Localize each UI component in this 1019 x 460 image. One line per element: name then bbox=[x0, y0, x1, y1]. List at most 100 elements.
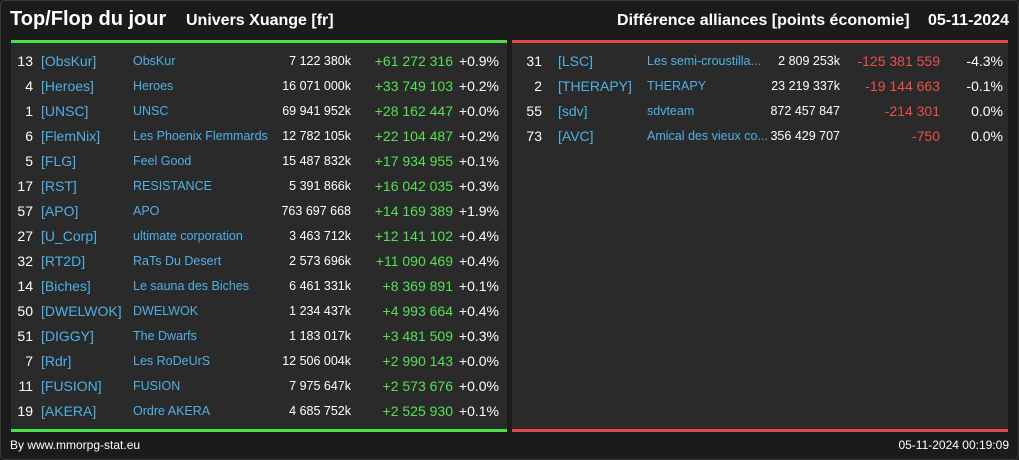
percent-cell: +0.2% bbox=[458, 128, 499, 144]
diff-cell: +2 990 143 bbox=[382, 353, 453, 369]
alliance-name-link[interactable]: Les RoDeUrS bbox=[133, 354, 211, 368]
points-cell: 69 941 952k bbox=[282, 104, 351, 118]
rank-cell: 13 bbox=[17, 53, 33, 69]
alliance-name-link[interactable]: Les Phoenix Flemmards bbox=[133, 129, 268, 143]
alliance-tag-link[interactable]: [RST] bbox=[41, 178, 77, 194]
rank-cell: 6 bbox=[25, 128, 33, 144]
alliance-tag-link[interactable]: [APO] bbox=[41, 203, 79, 219]
alliance-tag-link[interactable]: [AKERA] bbox=[41, 403, 97, 419]
table-row: 73 [AVC] Amical des vieux co... 356 429 707… bbox=[512, 124, 1008, 149]
alliance-name-link[interactable]: Heroes bbox=[133, 79, 174, 93]
rank-cell: 5 bbox=[25, 153, 33, 169]
diff-cell: +17 934 955 bbox=[374, 153, 453, 169]
diff-cell: +3 481 509 bbox=[382, 328, 453, 344]
alliance-name-link[interactable]: The Dwarfs bbox=[133, 329, 197, 343]
diff-cell: +28 162 447 bbox=[374, 103, 453, 119]
table-row: 7 [Rdr] Les RoDeUrS 12 506 004k +2 990 143 +0… bbox=[11, 349, 507, 374]
footer-timestamp: 05-11-2024 00:19:09 bbox=[898, 438, 1009, 452]
rank-cell: 50 bbox=[17, 303, 33, 319]
percent-cell: -4.3% bbox=[966, 53, 1003, 69]
diff-cell: -19 144 663 bbox=[865, 78, 940, 94]
rank-cell: 32 bbox=[17, 253, 33, 269]
alliance-name-link[interactable]: Amical des vieux co... bbox=[647, 129, 768, 143]
alliance-tag-link[interactable]: [FUSION] bbox=[41, 378, 102, 394]
alliance-tag-link[interactable]: [DWELWOK] bbox=[41, 303, 122, 319]
table-row: 13 [ObsKur] ObsKur 7 122 380k +61 272 316 +0.… bbox=[11, 49, 507, 74]
alliance-tag-link[interactable]: [FlemNix] bbox=[41, 128, 101, 144]
table-row: 27 [U_Corp] ultimate corporation 3 463 712k… bbox=[11, 224, 507, 249]
alliance-tag-link[interactable]: [Biches] bbox=[41, 278, 91, 294]
rank-cell: 17 bbox=[17, 178, 33, 194]
percent-cell: +0.0% bbox=[458, 103, 499, 119]
alliance-tag-link[interactable]: [THERAPY] bbox=[558, 78, 632, 94]
header-date: 05-11-2024 bbox=[928, 12, 1009, 29]
diff-cell: +4 993 664 bbox=[382, 303, 453, 319]
header: Top/Flop du jour Univers Xuange [fr] Dif… bbox=[10, 6, 1009, 36]
diff-cell: +11 090 469 bbox=[375, 253, 453, 269]
alliance-tag-link[interactable]: [FLG] bbox=[41, 153, 77, 169]
alliance-tag-link[interactable]: [Rdr] bbox=[41, 353, 72, 369]
alliance-tag-link[interactable]: [DIGGY] bbox=[41, 328, 94, 344]
points-cell: 4 685 752k bbox=[289, 404, 351, 418]
table-row: 50 [DWELWOK] DWELWOK 1 234 437k +4 993 664 +0… bbox=[11, 299, 507, 324]
points-cell: 12 506 004k bbox=[282, 354, 351, 368]
alliance-name-link[interactable]: ultimate corporation bbox=[133, 229, 243, 243]
alliance-tag-link[interactable]: [Heroes] bbox=[41, 78, 94, 94]
percent-cell: 0.0% bbox=[971, 128, 1003, 144]
alliance-name-link[interactable]: THERAPY bbox=[647, 79, 707, 93]
alliance-name-link[interactable]: ObsKur bbox=[133, 54, 176, 68]
table-row: 6 [FlemNix] Les Phoenix Flemmards 12 782 10… bbox=[11, 124, 507, 149]
alliance-name-link[interactable]: Ordre AKERA bbox=[133, 404, 211, 418]
diff-cell: +2 573 676 bbox=[382, 378, 453, 394]
percent-cell: +1.9% bbox=[458, 203, 499, 219]
alliance-name-link[interactable]: Les semi-croustilla... bbox=[647, 54, 761, 68]
rank-cell: 31 bbox=[526, 53, 542, 69]
alliance-tag-link[interactable]: [RT2D] bbox=[41, 253, 86, 269]
alliance-tag-link[interactable]: [U_Corp] bbox=[41, 228, 98, 244]
rank-cell: 55 bbox=[526, 103, 542, 119]
rank-cell: 7 bbox=[25, 353, 33, 369]
alliance-name-link[interactable]: UNSC bbox=[133, 104, 169, 118]
alliance-name-link[interactable]: FUSION bbox=[133, 379, 181, 393]
alliance-tag-link[interactable]: [AVC] bbox=[558, 128, 594, 144]
diff-cell: -214 301 bbox=[884, 103, 940, 119]
percent-cell: +0.4% bbox=[458, 253, 499, 269]
percent-cell: +0.3% bbox=[458, 178, 499, 194]
points-cell: 15 487 832k bbox=[282, 154, 351, 168]
percent-cell: +0.2% bbox=[458, 78, 499, 94]
points-cell: 16 071 000k bbox=[282, 79, 351, 93]
table-row: 4 [Heroes] Heroes 16 071 000k +33 749 103 +0.… bbox=[11, 74, 507, 99]
alliance-tag-link[interactable]: [LSC] bbox=[558, 53, 594, 69]
diff-cell: +22 104 487 bbox=[374, 128, 453, 144]
alliance-tag-link[interactable]: [sdv] bbox=[558, 103, 588, 119]
alliance-name-link[interactable]: Feel Good bbox=[133, 154, 192, 168]
diff-cell: -125 381 559 bbox=[857, 53, 940, 69]
percent-cell: +0.9% bbox=[458, 53, 499, 69]
table-row: 19 [AKERA] Ordre AKERA 4 685 752k +2 525 930… bbox=[11, 399, 507, 424]
alliance-tag-link[interactable]: [UNSC] bbox=[41, 103, 89, 119]
rank-cell: 19 bbox=[17, 403, 33, 419]
rank-cell: 14 bbox=[17, 278, 33, 294]
rank-cell: 27 bbox=[17, 228, 33, 244]
footer-source[interactable]: By www.mmorpg-stat.eu bbox=[10, 438, 141, 452]
points-cell: 5 391 866k bbox=[289, 179, 351, 193]
table-row: 31 [LSC] Les semi-croustilla... 2 809 253k -… bbox=[512, 49, 1008, 74]
page-title: Top/Flop du jour bbox=[10, 8, 167, 30]
rank-cell: 73 bbox=[526, 128, 542, 144]
alliance-name-link[interactable]: sdvteam bbox=[647, 104, 695, 118]
rank-cell: 1 bbox=[25, 103, 33, 119]
rank-cell: 4 bbox=[25, 78, 33, 94]
alliance-name-link[interactable]: DWELWOK bbox=[133, 304, 199, 318]
alliance-name-link[interactable]: APO bbox=[133, 204, 160, 218]
percent-cell: +0.1% bbox=[458, 153, 499, 169]
table-row: 55 [sdv] sdvteam 872 457 847 -214 301 0.0% bbox=[512, 99, 1008, 124]
alliance-name-link[interactable]: Le sauna des Biches bbox=[133, 279, 250, 293]
percent-cell: +0.1% bbox=[458, 403, 499, 419]
alliance-name-link[interactable]: RaTs Du Desert bbox=[133, 254, 222, 268]
alliance-name-link[interactable]: RESISTANCE bbox=[133, 179, 212, 193]
diff-cell: +14 169 389 bbox=[374, 203, 453, 219]
flop-panel: 31 [LSC] Les semi-croustilla... 2 809 253k -… bbox=[512, 40, 1008, 432]
points-cell: 1 234 437k bbox=[289, 304, 351, 318]
diff-cell: -750 bbox=[911, 128, 940, 144]
alliance-tag-link[interactable]: [ObsKur] bbox=[41, 53, 97, 69]
